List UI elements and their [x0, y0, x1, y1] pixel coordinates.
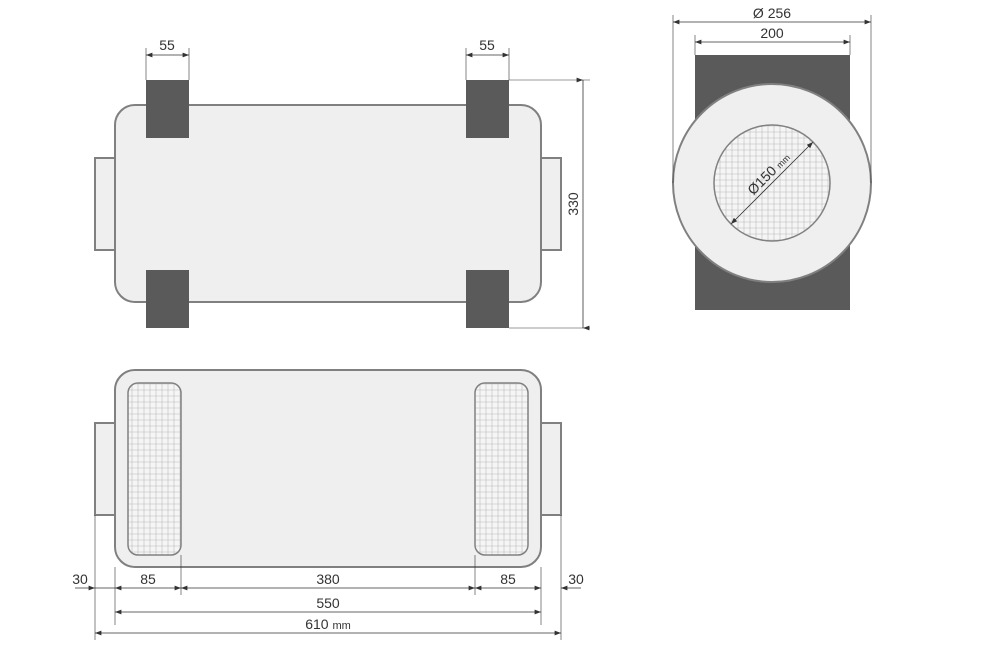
dim-panel-left: 85	[140, 571, 156, 587]
top-tab-right	[541, 158, 561, 250]
front-tab-left	[95, 423, 115, 515]
top-bracket-br	[466, 270, 509, 328]
dim-side-width: 200	[760, 25, 784, 41]
dim-dia-outer: Ø 256	[753, 5, 791, 21]
front-tab-right	[541, 423, 561, 515]
dim-top-height: 330	[565, 192, 581, 216]
dim-bracket-w-right: 55	[479, 37, 495, 53]
side-view: Ø 256 200 Ø150 mm	[673, 5, 871, 310]
top-bracket-tl	[146, 80, 189, 138]
dim-bracket-w-left: 55	[159, 37, 175, 53]
top-view: 55 55 330	[95, 37, 590, 328]
front-view: 85 380 85 30 30 550 610 mm	[72, 370, 584, 640]
dim-panel-right: 85	[500, 571, 516, 587]
top-bracket-tr	[466, 80, 509, 138]
dim-body-w: 550	[316, 595, 340, 611]
top-tab-left	[95, 158, 115, 250]
drawing-canvas: 55 55 330 85 380 85 30	[0, 0, 1000, 648]
top-bracket-bl	[146, 270, 189, 328]
dim-tab-right: 30	[568, 571, 584, 587]
dim-tab-left: 30	[72, 571, 88, 587]
front-mesh-right	[475, 383, 528, 555]
dim-overall-w: 610 mm	[305, 616, 351, 632]
dim-mid: 380	[316, 571, 340, 587]
front-mesh-left	[128, 383, 181, 555]
